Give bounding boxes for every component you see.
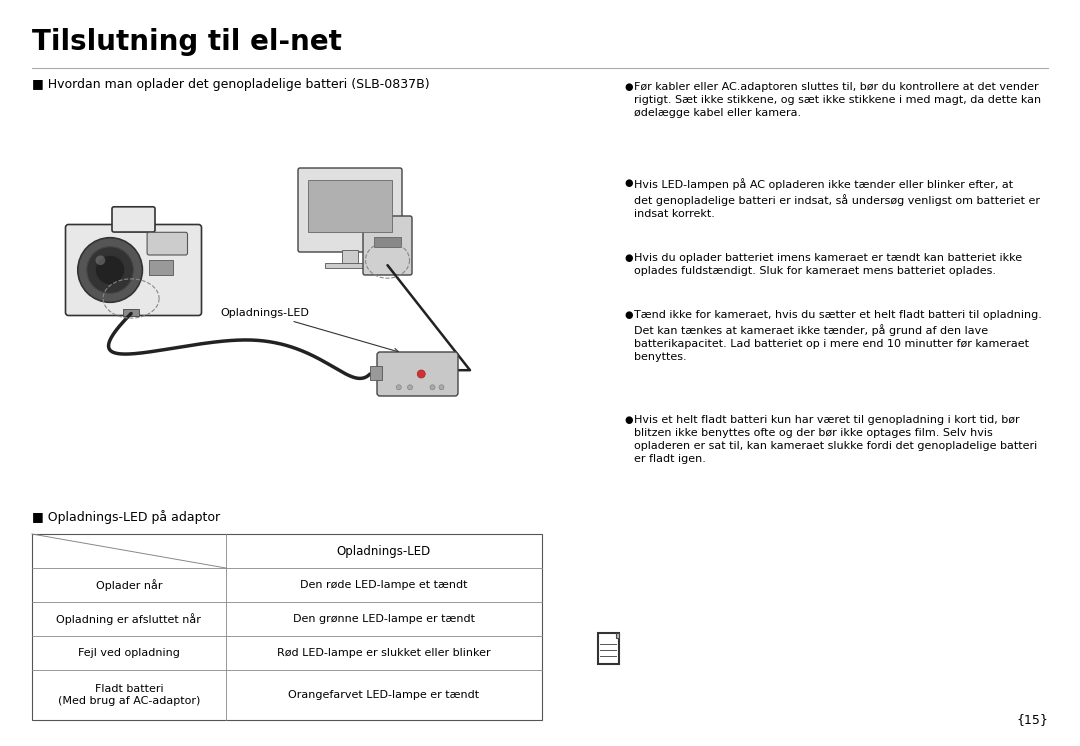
Circle shape [430, 385, 435, 390]
Text: ■ Opladnings-LED på adaptor: ■ Opladnings-LED på adaptor [32, 510, 220, 524]
Circle shape [438, 385, 444, 390]
FancyBboxPatch shape [66, 225, 202, 316]
FancyBboxPatch shape [112, 207, 156, 232]
Circle shape [407, 385, 413, 390]
Text: Fladt batteri
(Med brug af AC-adaptor): Fladt batteri (Med brug af AC-adaptor) [57, 684, 200, 706]
Text: {15}: {15} [1016, 713, 1048, 726]
FancyBboxPatch shape [298, 168, 402, 252]
FancyBboxPatch shape [377, 352, 458, 396]
Text: ●: ● [624, 253, 633, 263]
Text: Opladnings-LED: Opladnings-LED [337, 545, 431, 557]
Bar [325, 263, 375, 268]
Bar [149, 260, 173, 275]
Bar [123, 309, 139, 316]
Circle shape [417, 370, 426, 378]
Text: Hvis du oplader batteriet imens kameraet er tændt kan batteriet ikke
oplades ful: Hvis du oplader batteriet imens kameraet… [634, 253, 1022, 276]
Bar [342, 250, 357, 265]
Text: Orangefarvet LED-lampe er tændt: Orangefarvet LED-lampe er tændt [288, 690, 480, 700]
Bar [32, 534, 542, 720]
Text: ●: ● [624, 82, 633, 92]
Text: Rød LED-lampe er slukket eller blinker: Rød LED-lampe er slukket eller blinker [278, 648, 490, 658]
Text: Den røde LED-lampe et tændt: Den røde LED-lampe et tændt [300, 580, 468, 590]
Text: Oplader når: Oplader når [96, 579, 162, 591]
Text: Hvis LED-lampen på AC opladeren ikke tænder eller blinker efter, at
det genoplad: Hvis LED-lampen på AC opladeren ikke tæn… [634, 178, 1040, 219]
FancyBboxPatch shape [363, 216, 411, 275]
Text: ●: ● [624, 178, 633, 188]
Polygon shape [616, 633, 619, 638]
Circle shape [95, 255, 105, 265]
Circle shape [396, 385, 402, 390]
Circle shape [95, 255, 124, 284]
FancyBboxPatch shape [597, 633, 619, 664]
Bar [374, 237, 401, 247]
Text: Tænd ikke for kameraet, hvis du sætter et helt fladt batteri til opladning.
Det : Tænd ikke for kameraet, hvis du sætter e… [634, 310, 1042, 362]
Text: Den grønne LED-lampe er tændt: Den grønne LED-lampe er tændt [293, 614, 475, 624]
Text: ■ Hvordan man oplader det genopladelige batteri (SLB-0837B): ■ Hvordan man oplader det genopladelige … [32, 78, 430, 91]
FancyBboxPatch shape [147, 232, 188, 255]
Text: Tilslutning til el-net: Tilslutning til el-net [32, 28, 342, 56]
Bar [308, 180, 392, 231]
Circle shape [86, 247, 133, 293]
Circle shape [78, 238, 143, 302]
Bar [370, 366, 382, 380]
Text: ●: ● [624, 415, 633, 425]
Text: ●: ● [624, 310, 633, 320]
Text: Fejl ved opladning: Fejl ved opladning [78, 648, 180, 658]
Text: Hvis et helt fladt batteri kun har været til genopladning i kort tid, bør
blitze: Hvis et helt fladt batteri kun har været… [634, 415, 1037, 464]
Text: Opladnings-LED: Opladnings-LED [220, 308, 399, 353]
Text: Før kabler eller AC.adaptoren sluttes til, bør du kontrollere at det vender
rigt: Før kabler eller AC.adaptoren sluttes ti… [634, 82, 1041, 118]
Text: Opladning er afsluttet når: Opladning er afsluttet når [56, 613, 201, 625]
